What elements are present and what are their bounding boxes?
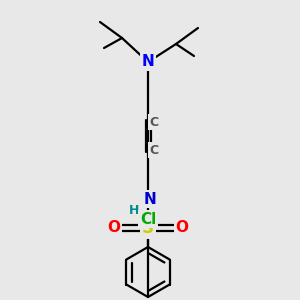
Text: O: O: [176, 220, 188, 236]
Text: S: S: [142, 219, 154, 237]
Text: C: C: [149, 116, 159, 128]
Text: N: N: [142, 55, 154, 70]
Text: N: N: [144, 191, 156, 206]
Text: H: H: [129, 205, 139, 218]
Text: Cl: Cl: [140, 212, 156, 226]
Text: O: O: [107, 220, 121, 236]
Text: C: C: [149, 143, 159, 157]
